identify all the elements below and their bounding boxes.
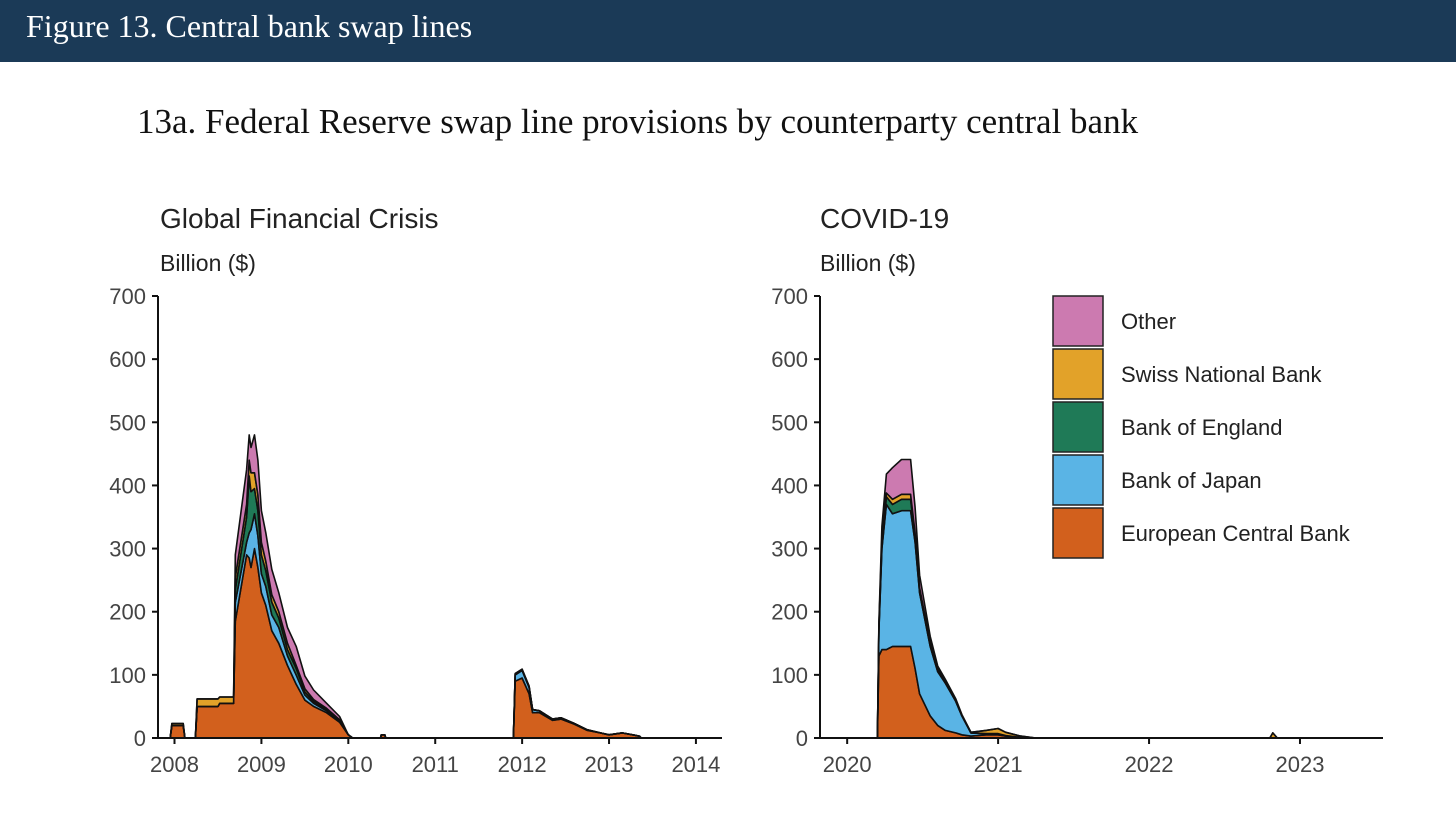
- legend-label-other: Other: [1121, 309, 1176, 334]
- x-tick-label: 2022: [1125, 752, 1174, 777]
- legend-swatch-swiss-national-bank: [1052, 348, 1104, 400]
- legend-swatch-other: [1052, 295, 1104, 347]
- x-tick-label: 2010: [324, 752, 373, 777]
- chart-title: COVID-19: [820, 203, 949, 234]
- y-tick-label: 600: [109, 347, 146, 372]
- y-tick-label: 0: [134, 726, 146, 751]
- header-bar: [0, 0, 1456, 62]
- y-tick-label: 500: [109, 410, 146, 435]
- y-tick-label: 0: [796, 726, 808, 751]
- legend-label-european-central-bank: European Central Bank: [1121, 521, 1351, 546]
- legend-swatch-bank-of-japan: [1052, 454, 1104, 506]
- y-tick-label: 300: [109, 537, 146, 562]
- y-axis-label: Billion ($): [820, 250, 916, 276]
- y-tick-label: 700: [771, 284, 808, 309]
- y-tick-label: 600: [771, 347, 808, 372]
- y-tick-label: 300: [771, 537, 808, 562]
- chart-title: Global Financial Crisis: [160, 203, 439, 234]
- y-tick-label: 200: [109, 600, 146, 625]
- x-tick-label: 2012: [498, 752, 547, 777]
- legend-label-bank-of-england: Bank of England: [1121, 415, 1282, 440]
- legend-swatch-european-central-bank: [1052, 507, 1104, 559]
- legend-swatch-bank-of-england: [1052, 401, 1104, 453]
- figure-title: Figure 13. Central bank swap lines: [26, 8, 473, 44]
- x-tick-label: 2014: [671, 752, 720, 777]
- chart-covid: COVID-19 Billion ($) 0 100 200 300 400 500 600…: [771, 203, 1383, 777]
- x-tick-label: 2023: [1276, 752, 1325, 777]
- y-tick-label: 700: [109, 284, 146, 309]
- y-axis-label: Billion ($): [160, 250, 256, 276]
- y-tick-label: 100: [109, 663, 146, 688]
- x-tick-label: 2021: [974, 752, 1023, 777]
- y-tick-label: 100: [771, 663, 808, 688]
- figure-subtitle: 13a. Federal Reserve swap line provision…: [137, 102, 1139, 141]
- x-tick-label: 2013: [585, 752, 634, 777]
- legend-label-bank-of-japan: Bank of Japan: [1121, 468, 1262, 493]
- x-tick-label: 2020: [823, 752, 872, 777]
- legend-label-swiss-national-bank: Swiss National Bank: [1121, 362, 1323, 387]
- y-tick-label: 500: [771, 410, 808, 435]
- y-tick-label: 400: [771, 473, 808, 498]
- x-tick-label: 2011: [412, 752, 459, 777]
- y-tick-label: 200: [771, 600, 808, 625]
- y-tick-label: 400: [109, 473, 146, 498]
- chart-gfc: Global Financial Crisis Billion ($) 0 100…: [109, 203, 722, 777]
- x-tick-label: 2009: [237, 752, 286, 777]
- x-tick-label: 2008: [150, 752, 199, 777]
